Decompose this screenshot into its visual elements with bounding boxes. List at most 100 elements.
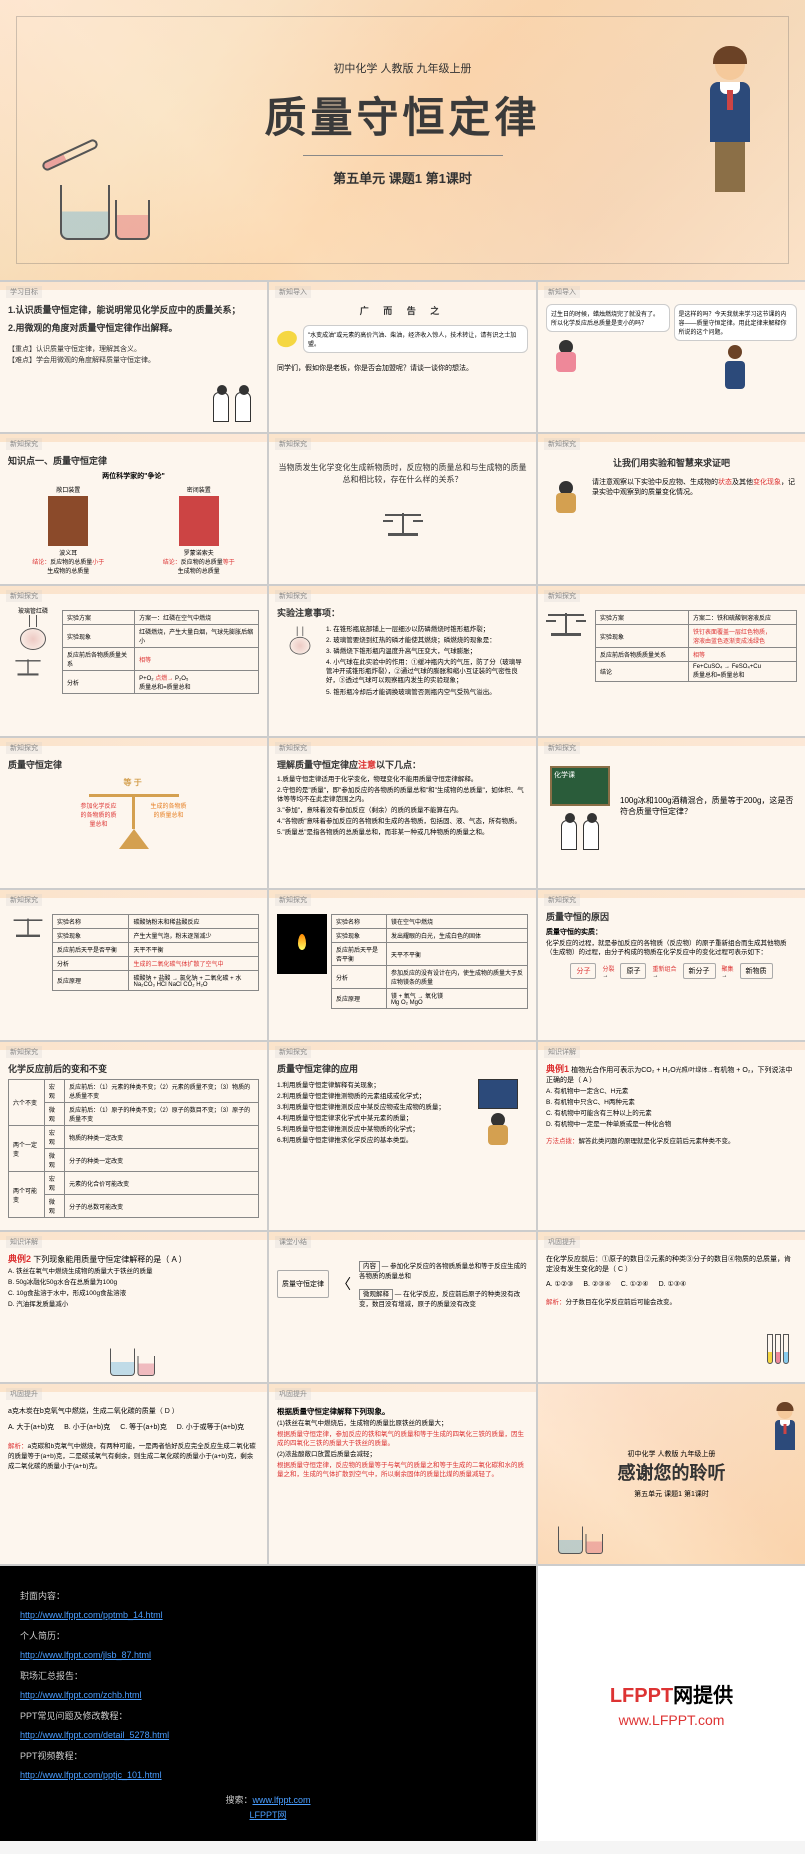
slide-reason: 新知探究 质量守恒的原因 质量守恒的实质： 化学反应的过程，就是参加反应的各物质… (538, 890, 805, 1040)
ob: B. ②③④ (583, 1280, 610, 1288)
link4[interactable]: http://www.lfppt.com/detail_5278.html (20, 1730, 516, 1740)
r3b: 天平不平衡 (129, 943, 259, 957)
title: 根据质量守恒定律解释下列现象。 (277, 1406, 528, 1417)
oa: A. 有机物中一定含C、H元素 (546, 1087, 797, 1096)
link5[interactable]: http://www.lfppt.com/pptjc_101.html (20, 1770, 516, 1780)
scale (12, 913, 44, 937)
tag: 学习目标 (6, 286, 42, 298)
flask-icon (18, 615, 48, 650)
oc: C. 10g食盐溶于水中，形成100g食盐溶液 (8, 1289, 259, 1298)
tag: 新知导入 (544, 286, 580, 298)
g1: 六个不变 (9, 1080, 45, 1126)
exp2-table: 实验方案方案二：铁和硫酸铜溶液反应 实验现象铁钉表面覆盖一层红色物质，溶液由蓝色… (595, 610, 797, 682)
q: 在化学反应前后：①原子的数目②元素的种类③分子的数目④物质的总质量，肯定没有发生… (546, 1254, 797, 1274)
r4b: Fe+CuSO₄ → FeSO₄+Cu质量总和=质量总和 (689, 662, 797, 682)
r1a: 实验名称 (53, 915, 129, 929)
thanks-slide: 初中化学 人教版 九年级上册 感谢您的聆听 第五单元 课题1 第1课时 (538, 1384, 805, 1564)
r1a: 实验方案 (596, 611, 689, 625)
chalkboard: 化学课 (550, 766, 610, 806)
kp-sub: 两位科学家的"争论" (8, 471, 259, 481)
app-title: 质量守恒定律的应用 (277, 1062, 528, 1075)
tag: 新知探究 (6, 894, 42, 906)
law-title: 质量守恒定律 (8, 758, 259, 771)
speech2: 是这样的吗？今天我就来学习这节课的内容——质量守恒定律。用此定律来解释你所说的这… (674, 304, 798, 341)
tag: 新知探究 (275, 590, 311, 602)
oa: A. ①②③ (546, 1280, 573, 1288)
r4a: 分析 (53, 957, 129, 971)
g31: 宏观 (44, 1172, 64, 1195)
ob: B. 50g冰融化50g水合在总质量为100g (8, 1278, 259, 1287)
logo-slide: LFPPT网提供 www.LFPPT.com (538, 1566, 805, 1841)
oa: A. 大于(a+b)克 (8, 1422, 54, 1432)
ch-title: 化学反应前后的变和不变 (8, 1062, 259, 1075)
exp1-table: 实验方案方案一：红磷在空气中燃烧 实验现象红磷燃烧，产生大量白烟，气球先膨胀后缩… (62, 610, 259, 694)
slide-scientists: 新知探究 知识点一、质量守恒定律 两位科学家的"争论" 敞口装置 波义耳 结论：… (0, 434, 267, 584)
q: 植物光合作用可表示为CO₂ + H₂O (571, 1067, 675, 1074)
link7[interactable]: LFPPT网 (20, 1808, 516, 1821)
a1: 根据质量守恒定律，参加反应的铁和氧气的质量和等于生成的四氧化三铁的质量，因生成的… (277, 1430, 528, 1448)
g21: 宏观 (44, 1126, 64, 1149)
a3: 3.利用质量守恒定律推测反应中某反应物或生成物的质量； (277, 1103, 472, 1112)
b1: 参加化学反应的各物质质量总和等于反应生成的各物质的质量总和 (359, 1263, 527, 1280)
logo-url: www.LFPPT.com (619, 1712, 725, 1728)
a6: 6.利用质量守恒定律推求化学反应的基本类型。 (277, 1136, 472, 1145)
a2: 2.利用质量守恒定律推测物质的元素组成或化学式； (277, 1092, 472, 1101)
r3b: 相等 (135, 648, 259, 671)
r1b: 碳酸钠粉末和稀盐酸反应 (129, 915, 259, 929)
link6[interactable]: www.lfppt.com (252, 1795, 310, 1805)
r5b: 碳酸钠 + 盐酸 → 氯化钠 + 二氧化碳 + 水Na₂CO₃ HCl NaCl… (129, 971, 259, 991)
slide-question: 新知探究 当物质发生化学变化生成新物质时，反应物的质量总和与生成物的质量总和相比… (269, 434, 536, 584)
center-label: 质量守恒定律 (277, 1270, 329, 1298)
u4: 4."各物质"意味着参加反应的各物质和生成的各物质，包括固、液、气态，所有物质。 (277, 817, 528, 826)
slide-exp1: 新知探究 玻璃管红磷 实验方案方案一：红磷在空气中燃烧 实验现象红磷燃烧，产生大… (0, 586, 267, 736)
r3a: 反应前后各物质质量关系 (596, 648, 689, 662)
slide-exp3: 新知探究 实验名称碳酸钠粉末和稀盐酸反应 实验现象产生大量气泡，粉末逐渐减少 反… (0, 890, 267, 1040)
oa: A. 铁丝在氧气中燃烧生成物的质量大于铁丝的质量 (8, 1267, 259, 1276)
reason-title: 质量守恒的原因 (546, 910, 797, 923)
c1d: 生成物的总质量 (8, 566, 129, 575)
od: D. 汽油挥发质量减小 (8, 1300, 259, 1309)
r2b: 产生大量气泡，粉末逐渐减少 (129, 929, 259, 943)
g3: 两个可能变 (9, 1172, 45, 1218)
flask (288, 627, 312, 655)
link3[interactable]: http://www.lfppt.com/zchb.html (20, 1690, 516, 1700)
exp4-table: 实验名称镁在空气中燃烧 实验现象发出耀眼的白光，生成白色的固体 反应前后天平是否… (331, 914, 528, 1009)
oc: C. 有机物中可能含有三种以上的元素 (546, 1109, 797, 1118)
n3: 3. 磷燃烧下锥形瓶内温度升高气压变大，气球膨胀； (326, 647, 528, 656)
qa: 光照/叶绿体→ (676, 1068, 714, 1074)
teacher-illustration (695, 50, 765, 210)
ob: B. 小于(a+b)克 (64, 1422, 110, 1432)
slide-exp4: 新知探究 实验名称镁在空气中燃烧 实验现象发出耀眼的白光，生成白色的固体 反应前… (269, 890, 536, 1040)
u1: 1.质量守恒定律适用于化学变化，物理变化不能用质量守恒定律解释。 (277, 775, 528, 784)
goal2: 2.用微观的角度对质量守恒定律作出解释。 (8, 322, 259, 336)
r1a: 实验方案 (63, 611, 135, 625)
r2a: 实验现象 (596, 625, 689, 648)
n2: 2. 玻璃管要烧到红热的磷才能使其燃烧；磷燃烧的现象是： (326, 636, 528, 645)
n5: 5. 锥形瓶冷却后才能调换玻璃管否则瓶内空气受热气溢出。 (326, 688, 528, 697)
r2b: 发出耀眼的白光，生成白色的固体 (386, 929, 527, 943)
c2c: 等于 (223, 560, 235, 566)
student-icon (546, 477, 586, 517)
beaker-illustration (40, 140, 160, 240)
slide-experiment-intro: 新知探究 让我们用实验和智慧来求证吧 请注意观察以下实验中反应物、生成物的状态及… (538, 434, 805, 584)
ad-speech: "水变成油"或元素的高价汽油、柴油，经济收入惊人，技术转让，请有识之士加盟。 (303, 325, 528, 353)
link2[interactable]: http://www.lfppt.com/jlsb_87.html (20, 1650, 516, 1660)
g21t: 物质的种类一定改变 (65, 1126, 259, 1149)
portrait1 (48, 496, 88, 546)
r3b: 相等 (689, 648, 797, 662)
r1b: 镁在空气中燃烧 (386, 915, 527, 929)
speech1: 过生日的时候，蜡烛燃烧完了就没有了。所以化学反应后总质量是变小的吗？ (546, 304, 670, 332)
r3a: 反应前后各物质质量关系 (63, 648, 135, 671)
f1: 分子 (570, 963, 596, 979)
u2: 2.守恒的是"质量"，即"参加反应的各物质的质量总和"和"生成物的总质量"，如体… (277, 786, 528, 804)
c2d: 生成物的总质量 (139, 566, 260, 575)
slide-chalkboard: 新知探究 化学课 100g冰和100g酒精混合，质量等于200g，这是否符合质量… (538, 738, 805, 888)
n4: 4. 小气球在此实验中的作用：①缓冲瓶内大的气压，防了分（玻璃导管冲开或锥形瓶炸… (326, 658, 528, 685)
slide-dialogue: 新知导入 过生日的时候，蜡烛燃烧完了就没有了。所以化学反应后总质量是变小的吗？ … (538, 282, 805, 432)
scale (546, 606, 586, 636)
bottom: 第五单元 课题1 第1课时 (618, 1489, 726, 1499)
od: D. 有机物中一定是一种单质或是一种化合物 (546, 1120, 797, 1129)
link1[interactable]: http://www.lfppt.com/pptmb_14.html (20, 1610, 516, 1620)
g12: 微观 (44, 1103, 64, 1126)
slide-apps: 新知探究 质量守恒定律的应用 1.利用质量守恒定律解释有关现象； 2.利用质量守… (269, 1042, 536, 1230)
